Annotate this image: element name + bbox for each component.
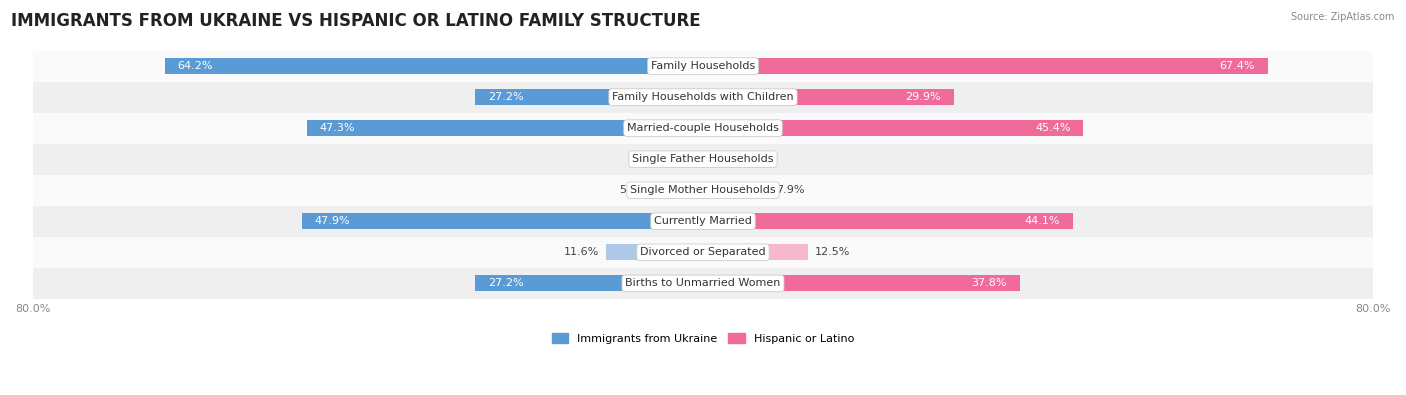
Bar (32, 51, 1374, 82)
Text: Currently Married: Currently Married (654, 216, 752, 226)
Bar (703, 182, 769, 198)
Bar (703, 120, 1084, 136)
Text: Source: ZipAtlas.com: Source: ZipAtlas.com (1291, 12, 1395, 22)
Bar (703, 244, 807, 260)
Legend: Immigrants from Ukraine, Hispanic or Latino: Immigrants from Ukraine, Hispanic or Lat… (547, 328, 859, 348)
Text: 11.6%: 11.6% (564, 247, 599, 257)
Text: Family Households: Family Households (651, 61, 755, 71)
Text: 5.8%: 5.8% (619, 185, 648, 195)
Bar (165, 58, 703, 74)
Bar (703, 89, 953, 105)
Text: 27.2%: 27.2% (488, 92, 523, 102)
Text: Married-couple Households: Married-couple Households (627, 123, 779, 133)
Text: 45.4%: 45.4% (1035, 123, 1071, 133)
Bar (654, 182, 703, 198)
Text: 67.4%: 67.4% (1219, 61, 1256, 71)
Text: 64.2%: 64.2% (177, 61, 214, 71)
Bar (686, 151, 703, 167)
Bar (307, 120, 703, 136)
Bar (475, 275, 703, 292)
Text: IMMIGRANTS FROM UKRAINE VS HISPANIC OR LATINO FAMILY STRUCTURE: IMMIGRANTS FROM UKRAINE VS HISPANIC OR L… (11, 12, 700, 30)
Bar (32, 82, 1374, 113)
Bar (32, 144, 1374, 175)
Bar (32, 268, 1374, 299)
Bar (32, 206, 1374, 237)
Text: 12.5%: 12.5% (814, 247, 849, 257)
Text: 37.8%: 37.8% (972, 278, 1007, 288)
Text: 7.9%: 7.9% (776, 185, 804, 195)
Text: 44.1%: 44.1% (1025, 216, 1060, 226)
Text: 2.8%: 2.8% (733, 154, 762, 164)
Bar (703, 213, 1073, 229)
Text: Births to Unmarried Women: Births to Unmarried Women (626, 278, 780, 288)
Text: 29.9%: 29.9% (905, 92, 941, 102)
Bar (32, 113, 1374, 144)
Text: 2.0%: 2.0% (651, 154, 679, 164)
Bar (302, 213, 703, 229)
Text: 47.9%: 47.9% (314, 216, 350, 226)
Text: Family Households with Children: Family Households with Children (612, 92, 794, 102)
Bar (703, 151, 727, 167)
Bar (32, 175, 1374, 206)
Bar (32, 237, 1374, 268)
Text: Divorced or Separated: Divorced or Separated (640, 247, 766, 257)
Bar (606, 244, 703, 260)
Text: 27.2%: 27.2% (488, 278, 523, 288)
Bar (703, 275, 1019, 292)
Bar (475, 89, 703, 105)
Text: 47.3%: 47.3% (319, 123, 354, 133)
Text: Single Mother Households: Single Mother Households (630, 185, 776, 195)
Bar (703, 58, 1268, 74)
Text: Single Father Households: Single Father Households (633, 154, 773, 164)
